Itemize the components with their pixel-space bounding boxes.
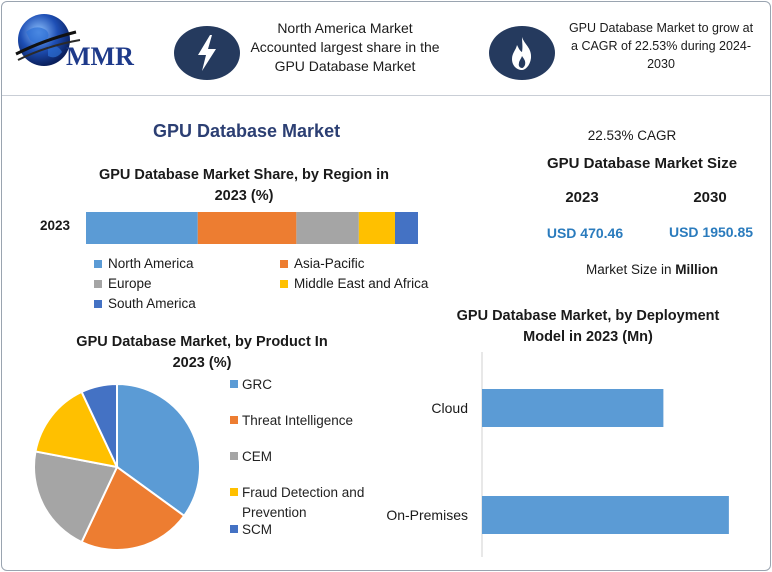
legend-label: South America: [108, 296, 196, 311]
north-america-callout: North America Market Accounted largest s…: [238, 19, 452, 76]
pie-legend-line: GRC: [242, 377, 272, 392]
legend-swatch: [280, 279, 288, 288]
region-year-label: 2023: [40, 218, 71, 233]
pie-legend-swatch-threat-intelligence: [230, 416, 238, 424]
legend-item-asia-pacific: Asia-Pacific: [280, 256, 365, 271]
globe-logo-icon: [15, 14, 81, 66]
legend-item-middle-east-and-africa: Middle East and Africa: [280, 276, 428, 291]
deployment-title-line-1: GPU Database Market, by Deployment: [456, 308, 720, 324]
callout-line-3: GPU Database Market: [274, 58, 416, 74]
category-label-on-premises: On-Premises: [386, 507, 468, 523]
cagr-line-2: a CAGR of 22.53% during 2024-: [571, 39, 751, 53]
flame-badge: [489, 26, 555, 80]
market-size-unit: Market Size in Million: [542, 262, 762, 277]
pie-legend-line: Fraud Detection and: [242, 485, 365, 500]
market-size-title: GPU Database Market Size: [546, 155, 738, 172]
callout-line-1: North America Market: [277, 20, 413, 36]
pie-legend-label-scm: SCM: [242, 520, 272, 540]
pie-legend-line: SCM: [242, 522, 272, 537]
pie-legend-label-fraud-detection-and-prevention: Fraud Detection and Prevention: [242, 483, 364, 523]
cagr-label: 22.53% CAGR: [587, 128, 677, 143]
legend-label: North America: [108, 256, 194, 271]
pie-legend-line: Prevention: [242, 505, 307, 520]
header-divider: [2, 95, 770, 96]
lightning-icon: [198, 35, 216, 71]
deployment-title-line-2: Model in 2023 (Mn): [523, 329, 653, 345]
value-2023: USD 470.46: [546, 225, 624, 241]
pie-legend-label-grc: GRC: [242, 375, 272, 395]
legend-label: Asia-Pacific: [294, 256, 365, 271]
legend-item-europe: Europe: [94, 276, 152, 291]
product-chart-title: GPU Database Market, by Product In 2023 …: [42, 332, 362, 374]
mmr-logo: MMR: [14, 10, 154, 72]
pie-legend-line: CEM: [242, 449, 272, 464]
legend-swatch: [94, 299, 102, 308]
category-label-cloud: Cloud: [431, 400, 468, 416]
legend-swatch: [280, 259, 288, 268]
header-bar: MMR North America Market Accounted large…: [2, 2, 770, 96]
year-2023-label: 2023: [565, 189, 599, 206]
pie-legend-swatch-grc: [230, 380, 238, 388]
pie-legend-swatch-fraud-detection-and-prevention: [230, 488, 238, 496]
product-pie-chart: [33, 382, 201, 551]
callout-line-2: Accounted largest share in the: [250, 39, 440, 55]
year-2030-label: 2030: [693, 189, 727, 206]
flame-icon: [512, 37, 532, 70]
legend-swatch: [94, 279, 102, 288]
region-chart-title: GPU Database Market Share, by Region in …: [72, 165, 416, 207]
unit-bold: Million: [675, 262, 719, 277]
stack-segment-north-america: [86, 212, 198, 244]
pie-slice-fraud-detection-and-prevention: [34, 390, 119, 469]
deployment-bar-chart: Cloud On-Premises: [386, 352, 729, 557]
pie-legend-swatch-cem: [230, 452, 238, 460]
legend-label: Middle East and Africa: [294, 276, 429, 291]
cagr-line-1: GPU Database Market to grow at: [568, 21, 754, 35]
stack-segment-middle-east-and-africa: [358, 212, 395, 244]
bar-cloud: [482, 389, 664, 427]
deployment-chart-title: GPU Database Market, by Deployment Model…: [438, 306, 738, 348]
unit-prefix: Market Size in: [585, 262, 676, 277]
stack-segment-europe: [296, 212, 359, 244]
legend-item-north-america: North America: [94, 256, 194, 271]
pie-legend-swatch-scm: [230, 525, 238, 533]
main-title: GPU Database Market: [153, 121, 341, 141]
legend-label: Europe: [108, 276, 152, 291]
pie-legend-line: Threat Intelligence: [242, 413, 354, 428]
legend-swatch: [94, 259, 102, 268]
value-2030: USD 1950.85: [668, 224, 754, 240]
stack-segment-asia-pacific: [197, 212, 297, 244]
lightning-badge: [174, 26, 240, 80]
product-title-line-2: 2023 (%): [172, 355, 232, 371]
region-stacked-bar: [86, 212, 418, 244]
pie-slice-cem: [33, 450, 119, 544]
bar-on-premises: [482, 496, 729, 534]
stack-segment-south-america: [394, 212, 418, 244]
cagr-callout: GPU Database Market to grow at a CAGR of…: [556, 19, 766, 73]
pie-legend-label-threat-intelligence: Threat Intelligence: [242, 411, 353, 431]
pie-slice-grc: [116, 382, 201, 518]
region-title-line-1: GPU Database Market Share, by Region in: [98, 167, 390, 183]
pie-legend-label-cem: CEM: [242, 447, 272, 467]
pie-slice-scm: [80, 382, 118, 468]
logo-text: MMR: [66, 42, 134, 71]
region-title-line-2: 2023 (%): [214, 188, 274, 204]
legend-item-south-america: South America: [94, 296, 196, 311]
product-title-line-1: GPU Database Market, by Product In: [76, 334, 328, 350]
cagr-line-3: 2030: [647, 57, 675, 71]
